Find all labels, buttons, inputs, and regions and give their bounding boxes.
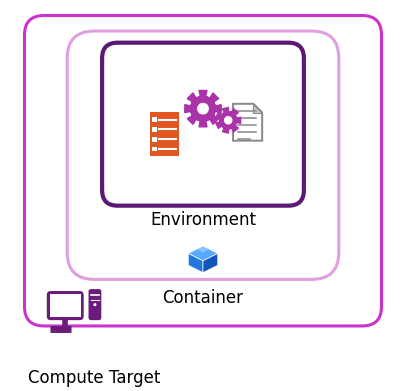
Polygon shape — [232, 104, 262, 141]
Polygon shape — [184, 90, 221, 127]
Bar — [149, 111, 178, 156]
FancyBboxPatch shape — [102, 43, 303, 206]
Polygon shape — [215, 108, 240, 133]
Circle shape — [93, 303, 96, 306]
Polygon shape — [202, 253, 217, 273]
Bar — [151, 147, 156, 151]
Bar — [151, 117, 156, 122]
Bar — [151, 137, 156, 142]
Text: Compute Target: Compute Target — [28, 369, 160, 387]
FancyBboxPatch shape — [47, 291, 83, 320]
Bar — [151, 127, 156, 132]
Circle shape — [224, 117, 231, 124]
FancyBboxPatch shape — [88, 289, 101, 320]
Polygon shape — [253, 104, 262, 113]
Polygon shape — [197, 246, 208, 253]
Bar — [49, 294, 81, 317]
Polygon shape — [188, 253, 202, 273]
Polygon shape — [188, 246, 217, 261]
Text: Container: Container — [162, 289, 243, 307]
Circle shape — [197, 104, 208, 114]
Text: Environment: Environment — [149, 212, 256, 230]
